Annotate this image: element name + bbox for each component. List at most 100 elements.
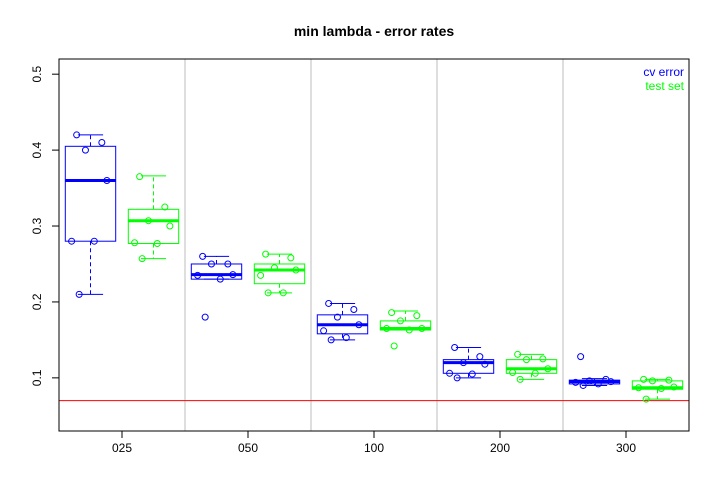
data-point bbox=[413, 312, 421, 320]
data-point bbox=[539, 355, 547, 363]
box-iqr bbox=[64, 145, 117, 242]
data-point bbox=[194, 271, 202, 279]
data-point bbox=[342, 334, 350, 342]
data-point bbox=[279, 289, 287, 297]
data-point bbox=[657, 384, 665, 392]
data-point bbox=[635, 384, 643, 392]
y-axis: 0.1 0.2 0.3 0.4 0.5 bbox=[30, 66, 60, 386]
data-point bbox=[103, 176, 111, 184]
data-point bbox=[459, 359, 467, 367]
data-point bbox=[665, 376, 673, 384]
data-point bbox=[670, 383, 678, 391]
x-axis: 025 050 100 200 300 bbox=[112, 430, 636, 455]
data-point bbox=[90, 237, 98, 245]
data-point bbox=[81, 146, 89, 154]
data-point bbox=[355, 321, 363, 329]
data-point bbox=[383, 325, 391, 333]
data-point bbox=[161, 203, 169, 211]
data-point bbox=[320, 327, 328, 335]
data-point bbox=[270, 264, 278, 272]
box-cv-error-050 bbox=[190, 255, 243, 280]
data-point bbox=[396, 317, 404, 325]
box-iqr bbox=[505, 359, 558, 374]
chart-title: min lambda - error rates bbox=[294, 23, 454, 39]
data-point bbox=[481, 360, 489, 368]
data-point bbox=[207, 260, 215, 268]
box-iqr bbox=[442, 359, 495, 374]
box-iqr bbox=[379, 320, 432, 331]
x-tick-label: 100 bbox=[364, 441, 384, 455]
group-separators bbox=[184, 59, 564, 431]
data-point bbox=[257, 271, 265, 279]
y-tick-label: 0.5 bbox=[30, 66, 44, 83]
data-point bbox=[648, 377, 656, 385]
box-test-set-050 bbox=[253, 253, 306, 294]
data-point bbox=[594, 380, 602, 388]
boxplots bbox=[64, 134, 684, 400]
data-point bbox=[579, 381, 587, 389]
legend-label-cv-error: cv error bbox=[643, 65, 684, 79]
data-point bbox=[531, 369, 539, 377]
data-point bbox=[325, 299, 333, 307]
data-point bbox=[350, 306, 358, 314]
data-point bbox=[390, 342, 398, 350]
data-point bbox=[73, 131, 81, 139]
data-point bbox=[98, 139, 106, 147]
data-point bbox=[136, 173, 144, 181]
data-point bbox=[388, 309, 396, 317]
box-iqr bbox=[631, 380, 684, 390]
data-point bbox=[287, 254, 295, 262]
x-tick-label: 300 bbox=[616, 441, 636, 455]
data-point bbox=[544, 365, 552, 373]
box-iqr bbox=[127, 208, 180, 244]
data-points bbox=[68, 131, 678, 403]
data-point bbox=[153, 239, 161, 247]
data-point bbox=[453, 374, 461, 382]
y-tick-label: 0.4 bbox=[30, 141, 44, 158]
data-point bbox=[418, 325, 426, 333]
data-point bbox=[166, 222, 174, 230]
data-point bbox=[585, 377, 593, 385]
box-test-set-100 bbox=[379, 310, 432, 331]
data-point bbox=[138, 255, 146, 263]
box-test-set-025 bbox=[127, 175, 180, 260]
data-point bbox=[131, 239, 139, 247]
data-point bbox=[333, 313, 341, 321]
data-point bbox=[262, 250, 270, 258]
y-tick-label: 0.1 bbox=[30, 369, 44, 386]
y-tick-label: 0.2 bbox=[30, 293, 44, 310]
data-point bbox=[264, 289, 272, 297]
data-point bbox=[327, 336, 335, 344]
box-iqr bbox=[253, 263, 306, 285]
data-point bbox=[144, 217, 152, 225]
data-point bbox=[75, 290, 83, 298]
data-point bbox=[405, 326, 413, 334]
box-cv-error-200 bbox=[442, 346, 495, 379]
data-point bbox=[451, 343, 459, 351]
data-point bbox=[201, 313, 209, 321]
box-iqr bbox=[190, 263, 243, 280]
data-point bbox=[642, 395, 650, 403]
x-tick-label: 200 bbox=[490, 441, 510, 455]
data-point bbox=[446, 369, 454, 377]
data-point bbox=[199, 252, 207, 260]
data-point bbox=[292, 266, 300, 274]
x-tick-label: 025 bbox=[112, 441, 132, 455]
data-point bbox=[607, 378, 615, 386]
data-point bbox=[229, 271, 237, 279]
legend-label-test-set: test set bbox=[645, 79, 684, 93]
data-point bbox=[509, 369, 517, 377]
data-point bbox=[572, 378, 580, 386]
data-point bbox=[522, 356, 530, 364]
data-point bbox=[577, 353, 585, 361]
x-tick-label: 050 bbox=[238, 441, 258, 455]
data-point bbox=[224, 260, 232, 268]
data-point bbox=[468, 370, 476, 378]
data-point bbox=[516, 375, 524, 383]
y-tick-label: 0.3 bbox=[30, 217, 44, 234]
box-cv-error-025 bbox=[64, 134, 117, 295]
data-point bbox=[216, 275, 224, 283]
